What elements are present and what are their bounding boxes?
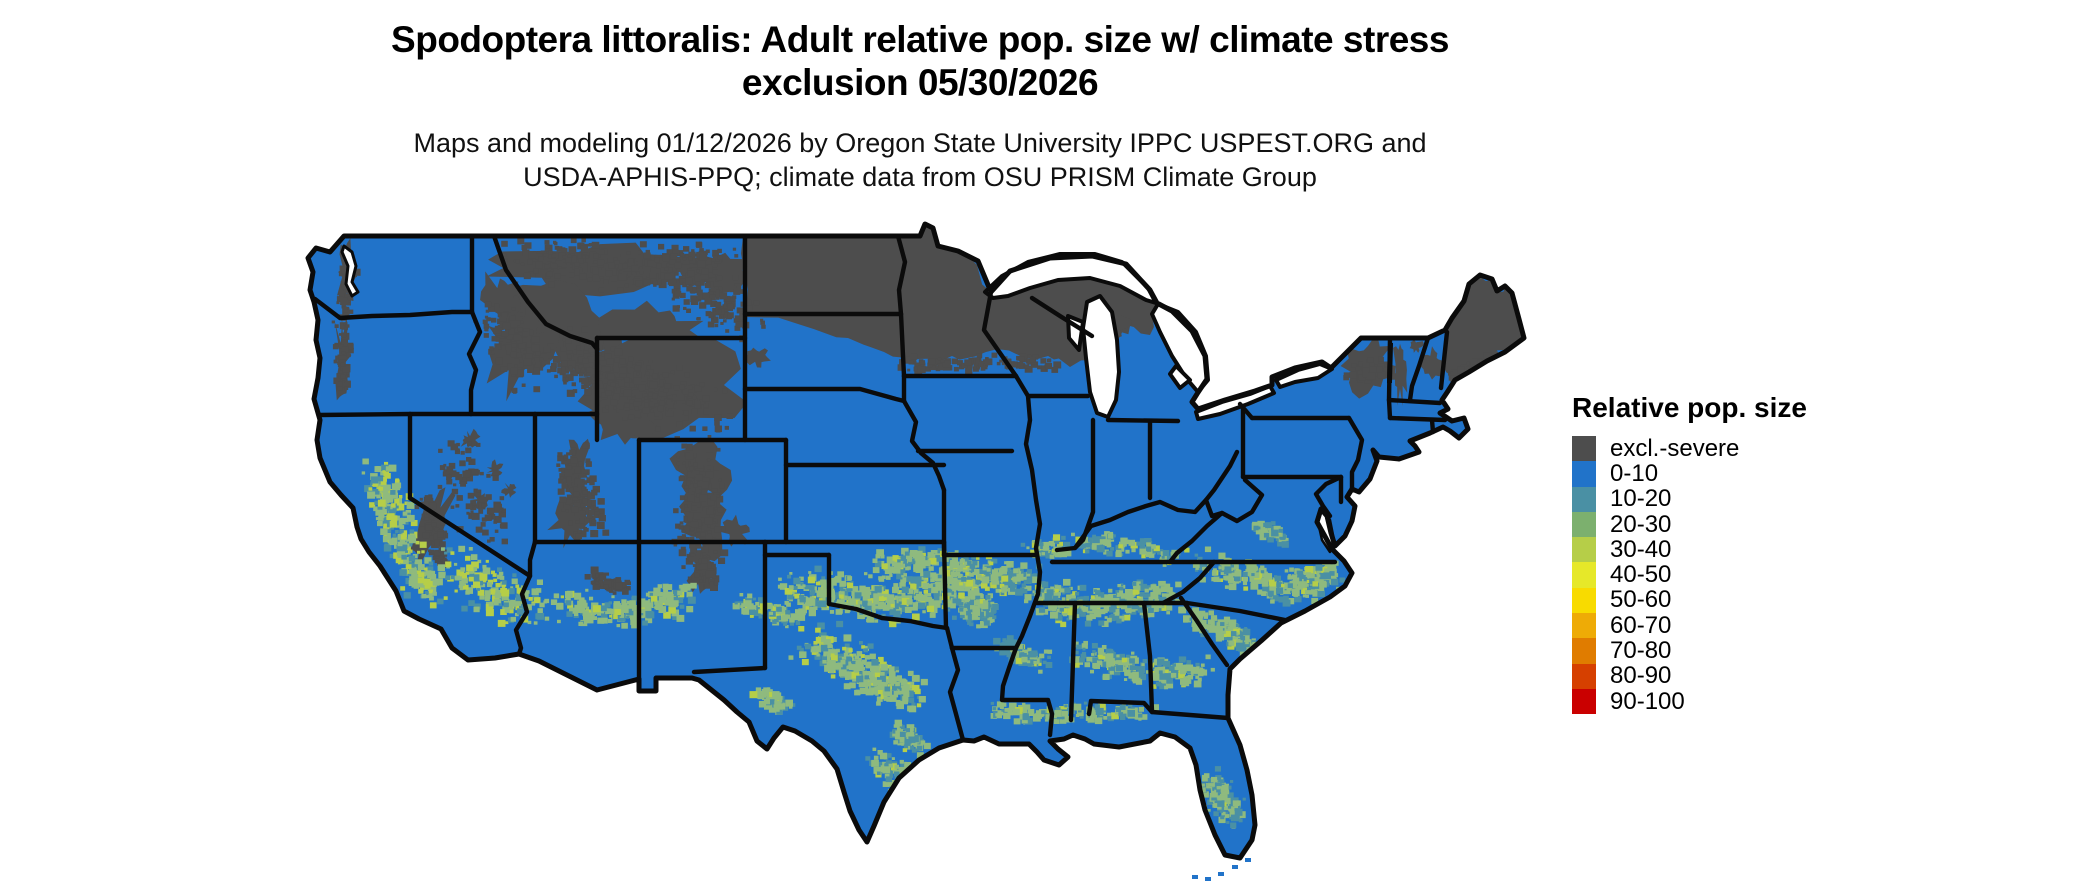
legend-row: 80-90 — [1572, 662, 1807, 690]
map-subtitle-line2: USDA-APHIS-PPQ; climate data from OSU PR… — [523, 162, 1317, 192]
legend-swatch-90-100 — [1572, 688, 1596, 715]
legend-colorbar: excl.-severe 0-10 10-20 20-30 30-40 40-5… — [1572, 434, 1807, 715]
legend-label: 60-70 — [1610, 611, 1672, 639]
legend-row: 70-80 — [1572, 637, 1807, 665]
title-block: Spodoptera littoralis: Adult relative po… — [300, 18, 1540, 194]
map-subtitle: Maps and modeling 01/12/2026 by Oregon S… — [300, 126, 1540, 194]
legend-label: 20-30 — [1610, 510, 1672, 538]
legend-swatch-40-50 — [1572, 562, 1596, 588]
legend-row: 40-50 — [1572, 561, 1807, 589]
legend-swatch-60-70 — [1572, 613, 1596, 639]
legend-row: 10-20 — [1572, 485, 1807, 513]
legend-swatch-70-80 — [1572, 638, 1596, 664]
legend-row: 0-10 — [1572, 459, 1807, 487]
legend-label: 40-50 — [1610, 561, 1672, 589]
legend-row: 90-100 — [1572, 687, 1807, 715]
legend-label: 70-80 — [1610, 637, 1672, 665]
legend-label: excl.-severe — [1610, 434, 1740, 462]
legend-swatch-0-10 — [1572, 461, 1596, 487]
map-title-line2: exclusion 05/30/2026 — [741, 62, 1099, 103]
legend-label: 10-20 — [1610, 485, 1672, 513]
legend-row: 30-40 — [1572, 535, 1807, 563]
legend-row: 20-30 — [1572, 510, 1807, 538]
legend-label: 50-60 — [1610, 586, 1672, 614]
legend-row: 50-60 — [1572, 586, 1807, 614]
legend-swatch-30-40 — [1572, 537, 1596, 563]
legend-label: 80-90 — [1610, 662, 1672, 690]
map-title-line1: Spodoptera littoralis: Adult relative po… — [391, 19, 1449, 60]
legend-row: 60-70 — [1572, 611, 1807, 639]
legend-label: 90-100 — [1610, 687, 1685, 715]
legend-swatch-excl-severe — [1572, 436, 1596, 462]
legend-swatch-10-20 — [1572, 486, 1596, 512]
legend-row: excl.-severe — [1572, 434, 1807, 462]
map-subtitle-line1: Maps and modeling 01/12/2026 by Oregon S… — [413, 128, 1427, 158]
legend-title: Relative pop. size — [1572, 392, 1807, 423]
legend-label: 0-10 — [1610, 459, 1659, 487]
legend-swatch-50-60 — [1572, 587, 1596, 614]
legend-swatch-20-30 — [1572, 511, 1596, 538]
legend-label: 30-40 — [1610, 535, 1672, 563]
legend: Relative pop. size excl.-severe 0-10 10-… — [1572, 392, 1807, 715]
legend-swatch-80-90 — [1572, 663, 1596, 689]
